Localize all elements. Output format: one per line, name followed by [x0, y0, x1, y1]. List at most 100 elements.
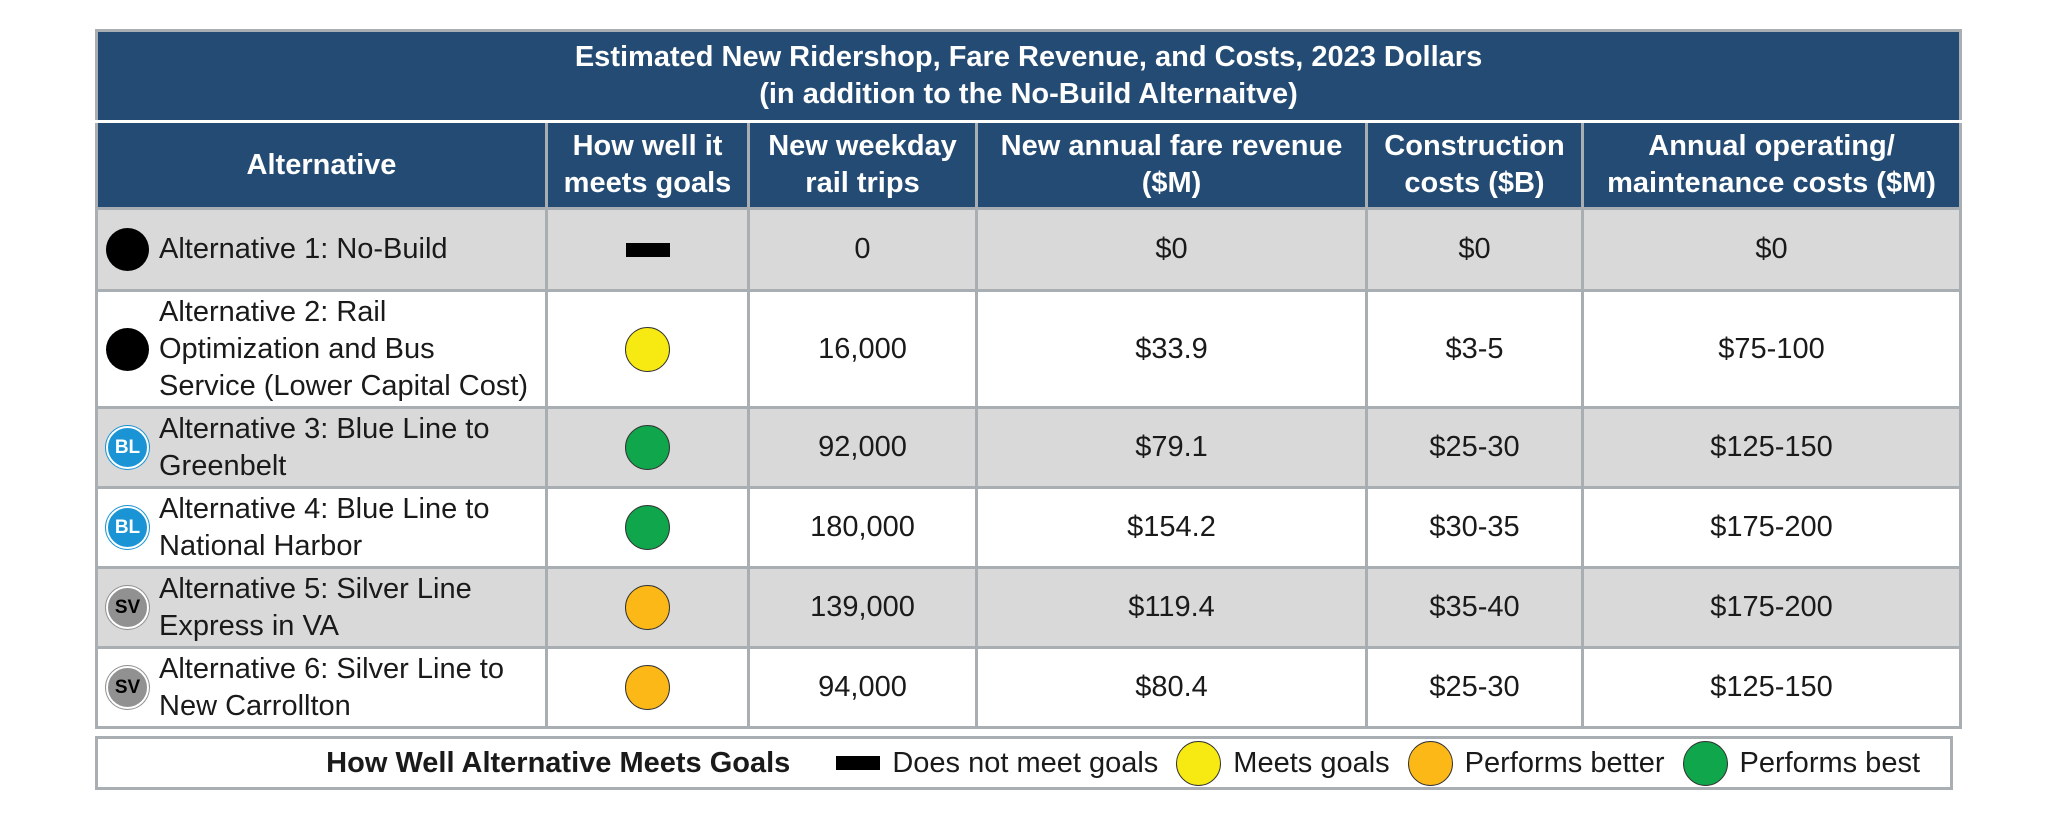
header-construction-line2: costs ($B)	[1404, 167, 1545, 199]
blue-line-badge-icon: BL	[106, 426, 149, 469]
fare-revenue-cell: $79.1	[975, 406, 1368, 489]
alternative-label: Alternative 1: No-Build	[159, 231, 448, 268]
table-title-line2: (in addition to the No-Build Alternaitve…	[759, 78, 1298, 110]
alternative-label-line: Service (Lower Capital Cost)	[159, 369, 529, 402]
black-circle-icon	[106, 228, 149, 271]
legend-item: Does not meet goals	[836, 747, 1158, 780]
legend-item: Performs best	[1682, 740, 1920, 786]
alternative-cell: BL Alternative 4: Blue Line to National Ha…	[95, 486, 548, 569]
fare-revenue-cell: $0	[975, 207, 1368, 292]
table-title: Estimated New Ridershop, Fare Revenue, a…	[94, 29, 1963, 123]
alternative-label: Alternative 3: Blue Line to Greenbelt	[159, 411, 489, 485]
table-row: BL Alternative 3: Blue Line to Greenbelt 92…	[95, 406, 1963, 489]
alternative-label: Alternative 5: Silver Line Express in VA	[159, 571, 472, 645]
legend-item-label: Meets goals	[1233, 746, 1390, 779]
alternative-cell: BL Alternative 3: Blue Line to Greenbelt	[95, 406, 548, 489]
alternative-label-line: Alternative 3: Blue Line to	[159, 412, 490, 445]
goal-rating-cell	[545, 646, 750, 729]
header-construction: Construction costs ($B)	[1365, 120, 1584, 210]
alternative-cell-content: SV Alternative 5: Silver Line Express in V…	[98, 571, 545, 645]
fare-revenue-cell: $80.4	[975, 646, 1368, 729]
alternative-label-line: New Carrollton	[159, 689, 351, 722]
alternative-label-line: Alternative 6: Silver Line to	[159, 652, 504, 685]
construction-cost-cell: $0	[1365, 207, 1584, 292]
goals-legend: How Well Alternative Meets Goals Does no…	[95, 736, 1953, 790]
om-cost-cell: $125-150	[1580, 646, 1963, 729]
table-row: SV Alternative 6: Silver Line to New Carro…	[95, 646, 1963, 729]
orange-rating-circle-icon	[625, 665, 670, 710]
header-goals-line1: How well it	[572, 130, 723, 162]
alternative-cell: SV Alternative 6: Silver Line to New Carro…	[95, 646, 548, 729]
goal-rating-cell	[545, 289, 750, 409]
does-not-meet-dash-icon	[625, 243, 670, 258]
alternative-cell: Alternative 2: Rail Optimization and Bus S…	[95, 289, 548, 409]
trips-cell: 16,000	[747, 289, 978, 409]
blue-line-badge-icon: BL	[106, 506, 149, 549]
trips-cell: 180,000	[747, 486, 978, 569]
alternative-label-line: Alternative 2: Rail	[159, 295, 387, 328]
silver-line-badge-icon: SV	[106, 586, 149, 629]
green-rating-circle-icon	[625, 505, 670, 550]
alternative-label-line: Optimization and Bus	[159, 332, 435, 365]
header-trips-line1: New weekday	[768, 130, 957, 162]
table-title-line1: Estimated New Ridershop, Fare Revenue, a…	[574, 41, 1483, 73]
legend-item: Meets goals	[1176, 740, 1390, 786]
header-fare: New annual fare revenue ($M)	[975, 120, 1368, 210]
goal-rating-cell	[545, 406, 750, 489]
header-construction-line1: Construction	[1384, 130, 1565, 162]
om-cost-cell: $175-200	[1580, 566, 1963, 649]
alternative-cell-content: BL Alternative 4: Blue Line to National Ha…	[98, 491, 545, 565]
construction-cost-cell: $3-5	[1365, 289, 1584, 409]
alternative-cell: Alternative 1: No-Build	[95, 207, 548, 292]
goal-rating-cell	[545, 207, 750, 292]
alternative-label-line: Alternative 5: Silver Line	[159, 572, 472, 605]
om-cost-cell: $175-200	[1580, 486, 1963, 569]
orange-rating-circle-icon	[625, 585, 670, 630]
header-fare-line1: New annual fare revenue	[1000, 130, 1343, 162]
trips-cell: 139,000	[747, 566, 978, 649]
legend-orange-circle-icon	[1407, 740, 1453, 786]
construction-cost-cell: $25-30	[1365, 646, 1584, 729]
table-body: Alternative 1: No-Build 0 $0 $0 $0 Alternativ…	[95, 207, 1963, 729]
alternative-label-line: Alternative 4: Blue Line to	[159, 492, 490, 525]
fare-revenue-cell: $154.2	[975, 486, 1368, 569]
table-row: Alternative 1: No-Build 0 $0 $0 $0	[95, 207, 1963, 292]
alternative-cell-content: Alternative 1: No-Build	[98, 228, 545, 271]
legend-yellow-circle-icon	[1176, 740, 1222, 786]
legend-item: Performs better	[1407, 740, 1665, 786]
trips-cell: 94,000	[747, 646, 978, 729]
alternative-cell-content: BL Alternative 3: Blue Line to Greenbelt	[98, 411, 545, 485]
alternative-label-line: Greenbelt	[159, 449, 287, 482]
om-cost-cell: $75-100	[1580, 289, 1963, 409]
legend-dash-icon	[836, 756, 881, 770]
legend-title: How Well Alternative Meets Goals	[326, 746, 791, 779]
fare-revenue-cell: $119.4	[975, 566, 1368, 649]
alternative-label-line: National Harbor	[159, 529, 363, 562]
alternative-cell-content: Alternative 2: Rail Optimization and Bus S…	[98, 294, 545, 405]
legend-green-circle-icon	[1682, 740, 1728, 786]
construction-cost-cell: $35-40	[1365, 566, 1584, 649]
header-trips-line2: rail trips	[805, 167, 920, 199]
fare-revenue-cell: $33.9	[975, 289, 1368, 409]
header-goals-line2: meets goals	[563, 167, 732, 199]
construction-cost-cell: $30-35	[1365, 486, 1584, 569]
alternative-label-line: Alternative 1: No-Build	[159, 233, 448, 265]
header-om-line2: maintenance costs ($M)	[1607, 167, 1936, 199]
table-row: BL Alternative 4: Blue Line to National Ha…	[95, 486, 1963, 569]
goal-rating-cell	[545, 486, 750, 569]
trips-cell: 0	[747, 207, 978, 292]
trips-cell: 92,000	[747, 406, 978, 489]
legend-items: Does not meet goals Meets goals Performs b…	[818, 740, 1920, 786]
header-alternative: Alternative	[95, 120, 548, 210]
goal-rating-cell	[545, 566, 750, 649]
alternative-cell-content: SV Alternative 6: Silver Line to New Carro…	[98, 651, 545, 725]
alternative-label: Alternative 6: Silver Line to New Carroll…	[159, 651, 504, 725]
table-row: Alternative 2: Rail Optimization and Bus S…	[95, 289, 1963, 409]
table-row: SV Alternative 5: Silver Line Express in V…	[95, 566, 1963, 649]
construction-cost-cell: $25-30	[1365, 406, 1584, 489]
legend-item-label: Performs better	[1464, 746, 1665, 779]
alternative-label: Alternative 4: Blue Line to National Harb…	[159, 491, 489, 565]
alternative-label: Alternative 2: Rail Optimization and Bus S…	[159, 294, 528, 405]
green-rating-circle-icon	[625, 425, 670, 470]
header-goals: How well it meets goals	[545, 120, 750, 210]
